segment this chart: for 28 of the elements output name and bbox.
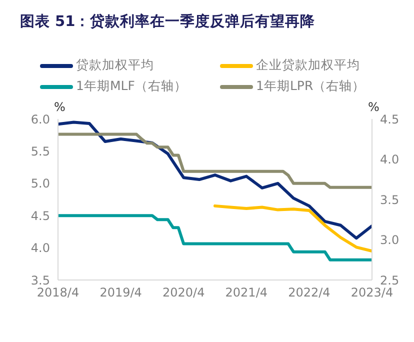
y-tick-label: 5.0 xyxy=(30,176,50,191)
legend-label: 贷款加权平均 xyxy=(76,57,154,74)
line-series xyxy=(58,120,372,240)
x-tick-label: 2018/4 xyxy=(36,286,80,300)
y2-tick-label: 4.0 xyxy=(380,152,400,167)
legend-label: 企业贷款加权平均 xyxy=(256,57,360,74)
y-tick-label: 3.5 xyxy=(30,273,50,288)
legend-label: 1年期MLF（右轴） xyxy=(76,78,187,95)
y-tick-label: 4.5 xyxy=(30,208,50,223)
chart-title: 图表 51：贷款利率在一季度反弹后有望再降 xyxy=(20,12,316,31)
y2-tick-label: 4.5 xyxy=(380,112,400,126)
y-axis-title: % xyxy=(54,100,66,114)
y2-tick-label: 3.5 xyxy=(380,192,400,207)
x-tick-label: 2022/4 xyxy=(288,286,330,300)
line-series xyxy=(214,204,372,253)
x-tick-label: 2019/4 xyxy=(100,286,142,300)
y-tick-label: 6.0 xyxy=(30,112,50,126)
x-tick-label: 2023/4 xyxy=(350,286,394,300)
y-tick-label: 4.0 xyxy=(30,241,50,256)
y2-tick-label: 3.0 xyxy=(380,233,400,248)
line-series xyxy=(58,132,372,189)
y-tick-label: 5.5 xyxy=(30,144,50,158)
x-tick-label: 2021/4 xyxy=(225,286,268,300)
x-tick-label: 2020/4 xyxy=(162,286,205,300)
y2-axis-title: % xyxy=(368,100,380,114)
line-series xyxy=(58,214,372,262)
legend-label: 1年期LPR（右轴） xyxy=(256,78,366,95)
y2-tick-label: 2.5 xyxy=(380,273,400,288)
